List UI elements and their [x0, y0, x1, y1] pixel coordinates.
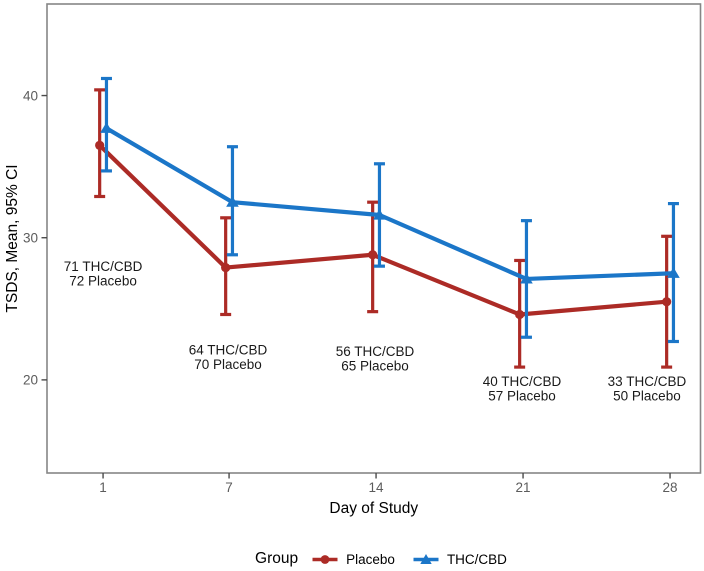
x-axis-title: Day of Study: [329, 500, 418, 517]
trend-line: [105, 126, 674, 282]
x-tick-label: 14: [369, 480, 385, 495]
data-point-triangle: [226, 196, 239, 207]
annotation-line: 65 Placebo: [341, 359, 409, 374]
panel-border: [46, 3, 702, 474]
legend-item-placebo: Placebo: [311, 551, 395, 568]
annotation-line: 72 Placebo: [69, 273, 137, 288]
series-placebo: [94, 88, 673, 369]
series-thccbd: [100, 76, 680, 344]
legend-title: Group: [255, 550, 299, 567]
data-point-circle: [95, 140, 105, 150]
data-point-circle: [221, 262, 231, 273]
thccbd-key-icon: [413, 553, 439, 564]
annotation-line: 40 THC/CBD: [483, 374, 562, 389]
legend-item-thccbd: THC/CBD: [412, 551, 507, 568]
y-tick-label: 20: [23, 373, 38, 388]
data-point-triangle: [667, 267, 680, 278]
legend-label-thccbd: THC/CBD: [446, 551, 507, 567]
y-tick-label: 30: [23, 230, 38, 245]
annotation-line: 57 Placebo: [488, 389, 556, 404]
placebo-key-icon: [312, 554, 338, 564]
y-tick-label: 40: [23, 88, 38, 103]
x-tick-label: 28: [663, 480, 678, 495]
annotation-line: 71 THC/CBD: [64, 259, 143, 274]
trend-line: [98, 143, 667, 317]
annotation-line: 33 THC/CBD: [608, 374, 687, 389]
x-tick-label: 7: [225, 480, 233, 495]
annotation-line: 64 THC/CBD: [189, 343, 268, 358]
key-circle: [320, 554, 330, 564]
data-point-triangle: [520, 272, 533, 284]
annotation-line: 50 Placebo: [613, 389, 681, 404]
x-tick-label: 21: [516, 480, 531, 495]
x-tick-label: 1: [99, 480, 107, 495]
axes: 1 7 14 21 28 20 30 40 Day of Study TSDS, Mean, 95…: [4, 88, 678, 517]
data-point-triangle: [373, 208, 386, 220]
annotation-line: 56 THC/CBD: [336, 344, 415, 359]
data-point-circle: [662, 297, 672, 307]
legend-label-placebo: Placebo: [346, 551, 395, 567]
data-point-circle: [515, 309, 525, 320]
data-point-triangle: [100, 122, 113, 133]
key-triangle: [420, 553, 432, 564]
data-point-circle: [368, 250, 378, 260]
legend: Group Placebo THC/CBD: [29, 544, 704, 571]
annotation-line: 70 Placebo: [194, 357, 262, 372]
y-axis-title: TSDS, Mean, 95% CI: [4, 164, 21, 312]
